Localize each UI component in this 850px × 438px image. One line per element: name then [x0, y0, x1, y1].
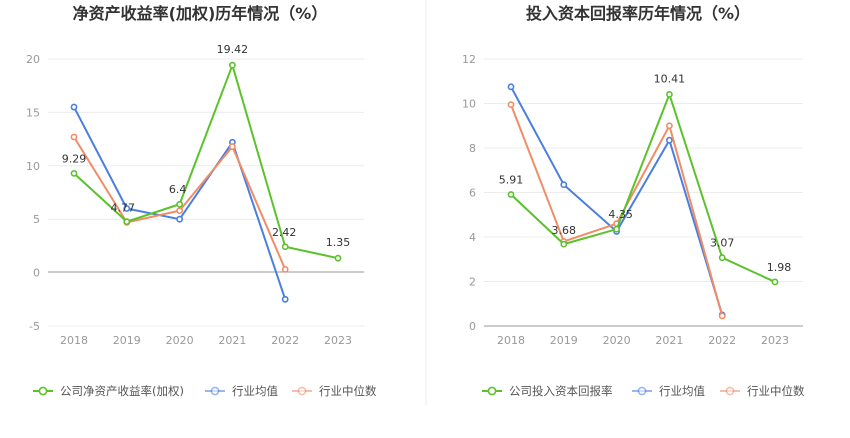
data-point [70, 169, 78, 177]
legend-swatch-marker [637, 386, 647, 396]
y-tick-label: 4 [469, 231, 476, 244]
legend-item[interactable]: 行业中位数 [720, 384, 805, 398]
data-point [507, 83, 515, 91]
x-tick-label: 2023 [761, 334, 789, 347]
data-label: 9.29 [62, 152, 87, 165]
data-point [123, 205, 131, 212]
data-label: 6.4 [169, 183, 187, 196]
legend-label: 行业均值 [659, 384, 705, 398]
chart-title: 投入资本回报率历年情况（%） [526, 4, 750, 23]
data-label: 3.07 [710, 237, 735, 250]
y-tick-label: -5 [29, 320, 40, 333]
data-label: 2.42 [272, 226, 297, 239]
x-tick-label: 2020 [166, 334, 194, 347]
data-point [123, 218, 131, 226]
legend-item[interactable]: 行业中位数 [292, 384, 377, 398]
y-tick-label: 20 [26, 53, 40, 66]
legend-swatch-marker [297, 386, 307, 396]
data-point [666, 136, 673, 144]
data-point [507, 101, 515, 109]
data-point [70, 103, 78, 111]
legend-label: 行业均值 [232, 384, 278, 398]
data-label: 19.42 [217, 43, 249, 56]
legend-swatch-marker [725, 386, 735, 396]
x-tick-label: 2019 [113, 334, 141, 347]
x-tick-label: 2022 [271, 334, 299, 347]
data-point [507, 191, 515, 198]
y-tick-label: 12 [462, 53, 476, 66]
data-point [228, 143, 236, 150]
legend-item[interactable]: 公司净资产收益率(加权) [33, 384, 184, 398]
y-tick-label: 5 [33, 213, 40, 226]
data-point [771, 278, 779, 286]
data-point [334, 254, 342, 262]
legend-swatch-marker [487, 386, 497, 396]
y-tick-label: 0 [469, 320, 476, 333]
data-point [666, 122, 673, 130]
roic-chart: 投入资本回报率历年情况（%） 12 10 8 6 4 2 0 2018 2019 2020 2021 2… [462, 4, 805, 398]
y-tick-label: 6 [469, 187, 476, 200]
data-label: 10.41 [654, 72, 686, 85]
x-tick-label: 2018 [497, 334, 525, 347]
legend-label: 行业中位数 [747, 384, 805, 398]
x-tick-label: 2021 [218, 334, 246, 347]
legend-item[interactable]: 行业均值 [632, 384, 705, 398]
chart-title: 净资产收益率(加权)历年情况（%） [73, 4, 328, 23]
legend-item[interactable]: 公司投入资本回报率 [482, 384, 613, 398]
data-point [281, 295, 289, 303]
legend-swatch-marker [38, 386, 48, 396]
x-tick-label: 2019 [550, 334, 578, 347]
data-label: 1.35 [326, 236, 351, 249]
data-point [560, 240, 568, 248]
data-label: 3.68 [552, 224, 577, 237]
legend-label: 公司投入资本回报率 [509, 384, 613, 398]
data-label: 1.98 [767, 261, 792, 274]
y-tick-label: 2 [469, 276, 476, 289]
data-point [176, 207, 183, 215]
y-tick-label: 0 [33, 267, 40, 280]
y-tick-label: 10 [462, 98, 476, 111]
legend-label: 行业中位数 [319, 384, 377, 398]
x-tick-label: 2021 [655, 334, 683, 347]
y-tick-label: 15 [26, 106, 40, 119]
data-point [228, 61, 236, 69]
series-line [510, 93, 776, 283]
x-tick-label: 2022 [708, 334, 736, 347]
data-point [176, 200, 183, 208]
data-label: 4.35 [608, 208, 633, 221]
x-tick-label: 2023 [324, 334, 352, 347]
data-point [70, 133, 78, 141]
legend-item[interactable]: 行业均值 [205, 384, 278, 398]
data-label: 4.77 [111, 202, 136, 215]
legend-swatch-marker [210, 386, 220, 396]
series-line [73, 64, 339, 260]
data-point [560, 181, 568, 189]
data-point [718, 312, 726, 320]
data-point [666, 90, 673, 98]
data-point [281, 265, 289, 273]
x-tick-label: 2018 [60, 334, 88, 347]
legend-label: 公司净资产收益率(加权) [60, 384, 184, 398]
data-point [613, 225, 620, 233]
y-tick-label: 8 [469, 142, 476, 155]
data-point [718, 254, 726, 262]
roe-chart: 净资产收益率(加权)历年情况（%） 20 15 10 5 0 -5 2018 2019 2020 2… [26, 4, 377, 398]
y-tick-label: 10 [26, 160, 40, 173]
data-point [176, 215, 183, 223]
x-tick-label: 2020 [603, 334, 631, 347]
data-label: 5.91 [499, 174, 524, 187]
data-point [281, 243, 289, 251]
